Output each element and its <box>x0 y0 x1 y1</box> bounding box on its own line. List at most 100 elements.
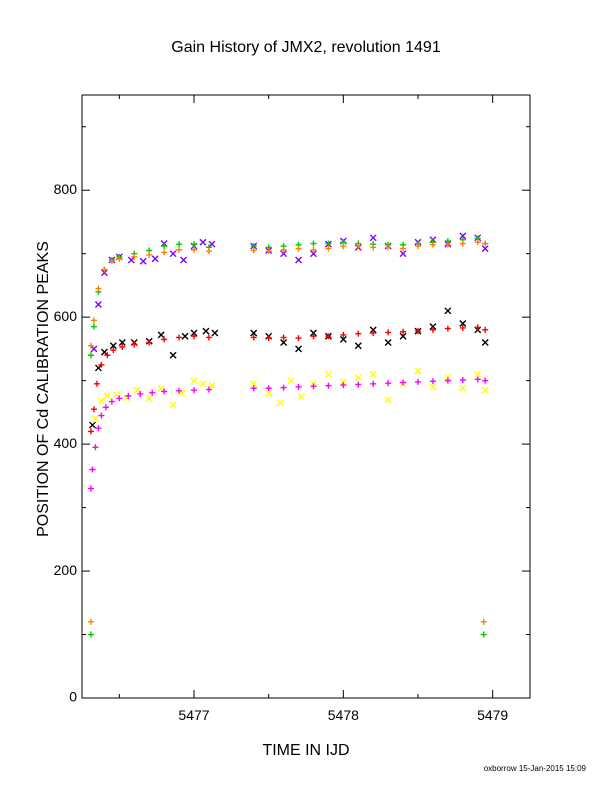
data-point <box>384 396 392 404</box>
data-point <box>97 397 105 405</box>
data-point <box>161 336 168 343</box>
data-point <box>88 421 96 429</box>
data-point <box>400 379 407 386</box>
data-point <box>98 361 105 368</box>
data-point <box>459 384 467 392</box>
data-point <box>190 377 198 385</box>
data-point <box>95 425 102 432</box>
data-point <box>310 246 317 253</box>
y-tick-label: 200 <box>54 562 78 578</box>
data-point <box>295 335 302 342</box>
data-point <box>280 339 288 347</box>
data-point <box>145 394 153 402</box>
data-point <box>429 383 437 391</box>
data-point <box>340 243 347 250</box>
y-tick-label: 600 <box>54 308 78 324</box>
data-point <box>151 255 159 263</box>
data-point <box>176 241 183 248</box>
y-axis: 0 200 400 600 800 <box>54 126 530 705</box>
data-point <box>176 246 183 253</box>
data-point <box>146 339 153 346</box>
plot-area: 0 200 400 600 800 5477 5478 5479 <box>54 94 531 723</box>
data-point <box>277 399 285 407</box>
data-point <box>250 329 258 337</box>
y-tick-label: 400 <box>54 435 78 451</box>
data-point <box>169 351 177 359</box>
data-point <box>131 253 138 260</box>
data-point <box>116 255 123 262</box>
data-point <box>429 323 437 331</box>
data-point <box>369 370 377 378</box>
data-point <box>415 378 421 385</box>
data-point <box>191 333 197 340</box>
data-point <box>109 342 117 350</box>
data-point <box>102 404 109 411</box>
data-point <box>250 334 257 341</box>
data-point <box>95 285 102 292</box>
data-point <box>127 256 135 264</box>
x-tick-label: 5477 <box>178 707 209 723</box>
data-point <box>101 266 108 273</box>
data-point <box>191 246 197 253</box>
data-point <box>205 386 212 393</box>
data-point <box>481 339 489 347</box>
data-point <box>137 390 144 397</box>
data-point <box>340 331 347 338</box>
data-point <box>481 386 489 394</box>
data-point <box>161 388 168 395</box>
series-black <box>88 307 489 429</box>
data-point <box>87 631 94 638</box>
data-point <box>169 401 177 409</box>
data-point <box>112 391 120 399</box>
data-point <box>474 376 481 383</box>
data-point <box>444 325 451 332</box>
plot-frame <box>81 94 531 699</box>
data-point <box>400 245 407 252</box>
data-point <box>108 398 115 405</box>
data-point <box>133 386 141 394</box>
data-point <box>340 382 347 389</box>
y-tick-label: 800 <box>54 181 78 197</box>
series-orange <box>87 239 489 625</box>
chart-title: Gain History of JMX2, revolution 1491 <box>171 39 441 56</box>
data-point <box>94 364 102 372</box>
data-point <box>444 377 451 384</box>
data-point <box>157 384 165 392</box>
data-point <box>310 240 317 247</box>
data-point <box>459 240 466 247</box>
data-point <box>481 245 489 253</box>
data-point <box>480 631 487 638</box>
data-point <box>190 329 198 337</box>
data-point <box>459 320 467 327</box>
data-point <box>459 376 466 383</box>
data-point <box>191 241 197 248</box>
data-point <box>90 323 97 330</box>
data-point <box>369 234 377 242</box>
data-point <box>298 393 306 400</box>
data-point <box>250 247 257 254</box>
series-layer <box>87 232 489 638</box>
data-point <box>399 250 407 258</box>
x-axis: 5477 5478 5479 <box>118 95 508 723</box>
data-point <box>181 332 189 340</box>
y-tick-label: 0 <box>69 689 77 705</box>
data-point <box>429 326 436 333</box>
data-point <box>146 251 153 258</box>
data-point <box>265 335 272 342</box>
data-point <box>474 370 482 378</box>
footer-credit: oxborrow 15-Jan-2015 15:09 <box>484 764 587 773</box>
data-point <box>208 382 216 390</box>
data-point <box>370 244 377 251</box>
data-point <box>415 243 421 250</box>
data-point <box>385 380 392 387</box>
data-point <box>309 329 317 337</box>
series-red <box>87 324 489 435</box>
series-magenta <box>87 376 489 492</box>
series-green <box>87 235 489 638</box>
data-point <box>139 257 147 265</box>
data-point <box>103 392 111 400</box>
data-point <box>370 380 377 387</box>
data-point <box>482 326 489 333</box>
data-point <box>444 373 452 381</box>
data-point <box>385 244 392 251</box>
